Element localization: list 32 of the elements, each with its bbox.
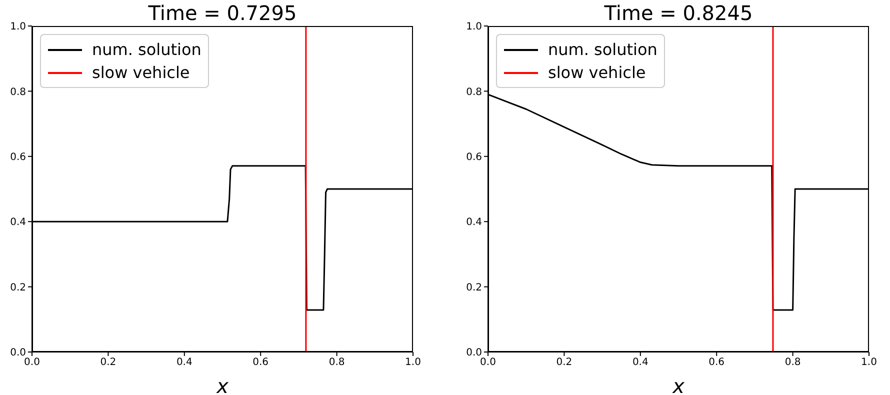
x-tick-label: 0.8 — [784, 357, 801, 368]
legend-label: slow vehicle — [548, 63, 646, 82]
y-tick-label: 0.0 — [466, 348, 482, 359]
x-tick-label: 0.4 — [176, 357, 192, 368]
x-tick-label: 0.4 — [632, 357, 648, 368]
x-axis-title: x — [216, 374, 229, 395]
x-axis-title: x — [672, 374, 685, 395]
y-tick-label: 0.8 — [10, 86, 26, 98]
chart-title: Time = 0.7295 — [147, 0, 298, 26]
y-tick-label: 1.0 — [10, 22, 26, 33]
y-tick-label: 0.8 — [466, 86, 482, 98]
legend-label: slow vehicle — [92, 63, 190, 82]
legend-label: num. solution — [92, 40, 202, 59]
x-tick-label: 0.8 — [328, 357, 345, 368]
x-tick-label: 1.0 — [861, 357, 877, 368]
x-tick-label: 0.6 — [252, 357, 269, 368]
x-tick-label: 0.6 — [708, 357, 725, 368]
x-tick-label: 0.0 — [480, 357, 496, 368]
y-tick-label: 0.2 — [466, 282, 482, 294]
legend-label: num. solution — [548, 40, 658, 59]
y-tick-label: 0.6 — [10, 152, 26, 163]
x-tick-label: 0.0 — [24, 357, 40, 368]
chart-title: Time = 0.8245 — [603, 0, 754, 26]
x-tick-label: 1.0 — [405, 357, 421, 368]
y-tick-label: 0.4 — [466, 217, 482, 228]
y-tick-label: 0.2 — [10, 282, 26, 294]
y-tick-label: 0.0 — [10, 348, 26, 359]
y-tick-label: 0.4 — [10, 217, 26, 228]
x-tick-label: 0.2 — [556, 357, 572, 368]
y-tick-label: 1.0 — [466, 22, 482, 33]
x-tick-label: 0.2 — [100, 357, 116, 368]
y-tick-label: 0.6 — [466, 152, 482, 163]
